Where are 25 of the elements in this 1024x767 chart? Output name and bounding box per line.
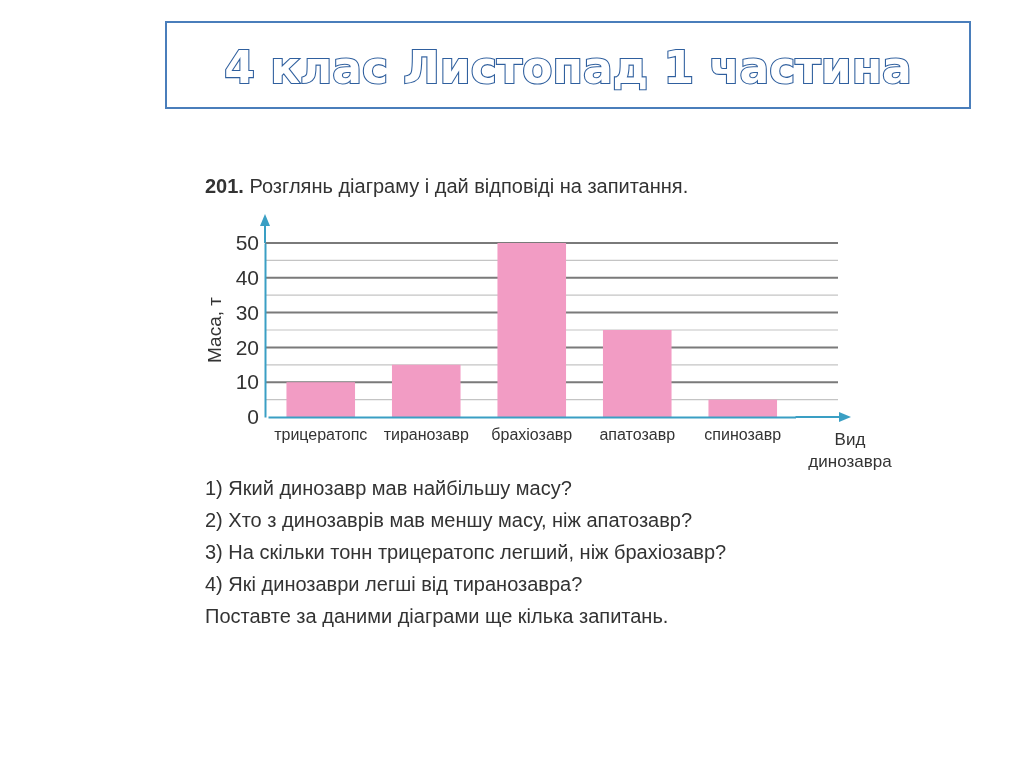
text: 2) Хто з динозаврів мав меншу масу, ніж апатозавр? xyxy=(205,509,693,531)
x-tick-label: брахіозавр xyxy=(491,426,573,444)
text: Поставте за даними діаграми ще кілька запитань. xyxy=(205,605,669,627)
x-tick-label: спинозавр xyxy=(704,426,782,444)
text: 3) На скільки тонн трицератопс легший, ніж брахіозавр? xyxy=(205,541,727,563)
x-axis-title: Вид динозавра xyxy=(808,430,893,471)
bar xyxy=(708,399,778,417)
bar xyxy=(497,243,567,417)
y-tick-label: 30 xyxy=(235,300,259,324)
y-tick-label: 0 xyxy=(247,405,259,429)
bar xyxy=(391,364,461,417)
y-tick-label: 20 xyxy=(235,335,259,359)
y-tick-label: 50 xyxy=(235,231,259,255)
x-tick-label: апатозавр xyxy=(599,426,676,444)
chart-title: 4 клас Листопад 1 частина xyxy=(224,42,912,93)
chart-subtitle: 201. Розглянь діаграму і дай відповіді на запитання. xyxy=(205,175,689,197)
y-tick-label: 10 xyxy=(235,370,259,394)
text: 1) Який динозавр мав найбільшу масу? xyxy=(205,477,572,499)
text: 4) Які динозаври легші від тиранозавра? xyxy=(205,573,583,595)
y-tick-label: 40 xyxy=(235,266,259,290)
bar xyxy=(286,382,356,417)
x-tick-label: трицератопс xyxy=(274,426,368,444)
y-axis-title: Маса, т xyxy=(204,296,225,363)
bar xyxy=(602,330,672,417)
x-tick-label: тиранозавр xyxy=(383,426,469,444)
